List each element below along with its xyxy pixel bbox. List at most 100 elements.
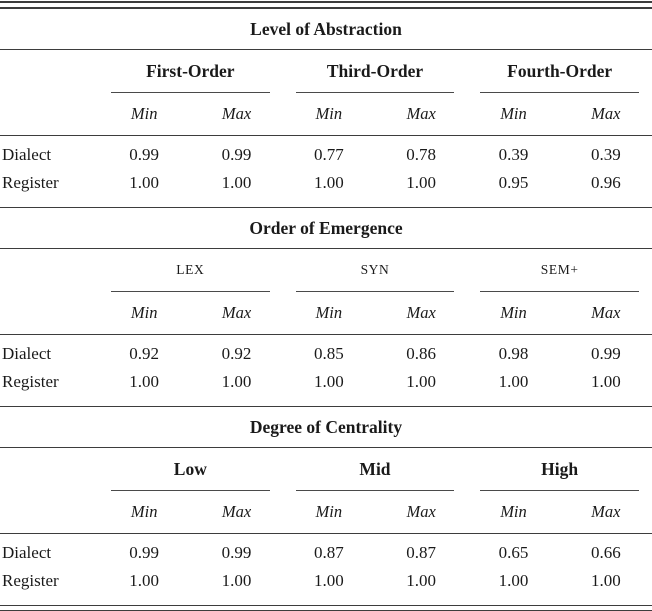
data-rows: Dialect 0.99 0.99 0.77 0.78 0.39 0.39 Re…: [0, 136, 652, 208]
group-underline: [295, 490, 455, 491]
cell-value: 0.39: [590, 145, 621, 164]
data-rows: Dialect 0.99 0.99 0.87 0.87 0.65 0.66 Re…: [0, 534, 652, 606]
bottom-double-rule: [0, 606, 652, 611]
cell-value: 1.00: [129, 372, 160, 391]
minmax-header: Min Max: [467, 491, 652, 533]
col-header-max: Max: [406, 502, 436, 521]
table-row-register: Register 1.00 1.00 1.00 1.00 1.00 1.00: [0, 368, 652, 396]
cell-value: 1.00: [221, 173, 252, 192]
column-group-third-order: Third-Order Min Max: [283, 50, 468, 135]
cell-value: 1.00: [590, 372, 621, 391]
column-group-syn: SYN Min Max: [283, 249, 468, 334]
row-label: Register: [2, 372, 59, 391]
cell-value: 0.99: [590, 344, 621, 363]
col-header-max: Max: [591, 502, 621, 521]
cell-value: 0.98: [498, 344, 529, 363]
section-title: Degree of Centrality: [249, 416, 403, 437]
cell-value: 0.78: [406, 145, 437, 164]
group-header: SEM+: [540, 262, 579, 277]
row-label: Dialect: [2, 344, 52, 363]
cell-value: 0.39: [498, 145, 529, 164]
cell-value: 1.00: [406, 173, 437, 192]
cell-value: 1.00: [590, 571, 621, 590]
group-underline: [111, 291, 270, 292]
row-label-column-spacer: [0, 249, 98, 334]
row-label: Dialect: [2, 543, 52, 562]
group-header: Mid: [359, 458, 391, 479]
column-group-first-order: First-Order Min Max: [98, 50, 283, 135]
cell-value: 0.96: [590, 173, 621, 192]
cell-value: 0.77: [313, 145, 344, 164]
column-group-high: High Min Max: [467, 448, 652, 533]
minmax-header: Min Max: [467, 292, 652, 334]
col-header-min: Min: [500, 104, 527, 123]
cell-value: 1.00: [221, 571, 252, 590]
col-header-max: Max: [591, 104, 621, 123]
group-header: High: [541, 458, 579, 479]
cell-value: 1.00: [498, 571, 529, 590]
cell-value: 1.00: [406, 372, 437, 391]
cell-value: 0.99: [129, 145, 160, 164]
group-underline: [480, 92, 639, 93]
cell-value: 1.00: [406, 571, 437, 590]
col-header-min: Min: [130, 502, 158, 521]
section-title-row: Degree of Centrality: [0, 407, 652, 448]
group-header: SYN: [360, 262, 390, 277]
cell-value: 1.00: [313, 372, 344, 391]
table-row-register: Register 1.00 1.00 1.00 1.00 1.00 1.00: [0, 567, 652, 595]
cell-value: 0.92: [221, 344, 252, 363]
column-group-mid: Mid Min Max: [283, 448, 468, 533]
minmax-header: Min Max: [283, 491, 468, 533]
table-row-dialect: Dialect 0.99 0.99 0.77 0.78 0.39 0.39: [0, 141, 652, 169]
section-title-row: Order of Emergence: [0, 208, 652, 249]
table-row-dialect: Dialect 0.92 0.92 0.85 0.86 0.98 0.99: [0, 340, 652, 368]
cell-value: 0.99: [129, 543, 160, 562]
cell-value: 1.00: [221, 372, 252, 391]
cell-value: 0.87: [313, 543, 344, 562]
group-underline: [295, 92, 455, 93]
group-underline: [295, 291, 455, 292]
column-group-lex: LEX Min Max: [98, 249, 283, 334]
section-order-of-emergence: Order of Emergence LEX Min Max SYN Min M…: [0, 208, 652, 407]
row-label: Register: [2, 173, 59, 192]
table-row-dialect: Dialect 0.99 0.99 0.87 0.87 0.65 0.66: [0, 539, 652, 567]
col-header-max: Max: [221, 502, 252, 521]
minmax-header: Min Max: [98, 491, 283, 533]
cell-value: 0.85: [313, 344, 344, 363]
cell-value: 0.99: [221, 145, 252, 164]
col-header-min: Min: [130, 303, 158, 322]
cell-value: 0.87: [406, 543, 437, 562]
section-title: Order of Emergence: [249, 217, 403, 238]
group-header: Low: [173, 458, 207, 479]
minmax-header: Min Max: [98, 93, 283, 135]
cell-value: 1.00: [129, 571, 160, 590]
col-header-max: Max: [221, 104, 252, 123]
column-group-fourth-order: Fourth-Order Min Max: [467, 50, 652, 135]
col-header-min: Min: [500, 303, 527, 322]
cell-value: 0.86: [406, 344, 437, 363]
col-header-max: Max: [406, 303, 436, 322]
section-degree-of-centrality: Degree of Centrality Low Min Max Mid Min…: [0, 407, 652, 606]
col-header-min: Min: [315, 502, 343, 521]
cell-value: 1.00: [313, 571, 344, 590]
group-underline: [111, 490, 270, 491]
section-title-row: Level of Abstraction: [0, 9, 652, 50]
minmax-header: Min Max: [283, 93, 468, 135]
cell-value: 1.00: [313, 173, 344, 192]
group-underline: [480, 291, 639, 292]
minmax-header: Min Max: [98, 292, 283, 334]
cell-value: 0.65: [498, 543, 529, 562]
col-header-max: Max: [406, 104, 436, 123]
section-level-of-abstraction: Level of Abstraction First-Order Min Max…: [0, 9, 652, 208]
group-underline: [480, 490, 639, 491]
cell-value: 0.66: [590, 543, 621, 562]
minmax-header: Min Max: [467, 93, 652, 135]
column-group-low: Low Min Max: [98, 448, 283, 533]
minmax-header: Min Max: [283, 292, 468, 334]
section-title: Level of Abstraction: [250, 18, 402, 39]
row-label: Dialect: [2, 145, 52, 164]
column-header-row: Low Min Max Mid Min Max High Min: [0, 448, 652, 534]
column-group-sem-plus: SEM+ Min Max: [467, 249, 652, 334]
cell-value: 0.99: [221, 543, 252, 562]
